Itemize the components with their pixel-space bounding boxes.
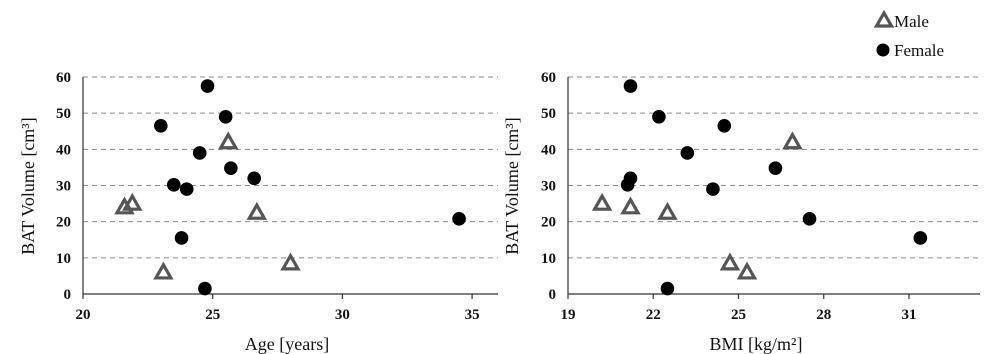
data-point-female xyxy=(717,119,732,133)
x-tick-label: 20 xyxy=(76,307,91,323)
y-tick-label: 20 xyxy=(541,215,556,231)
data-point-female xyxy=(768,161,783,175)
x-tick-label: 35 xyxy=(465,307,480,323)
data-point-male xyxy=(122,192,143,211)
y-tick-label: 10 xyxy=(56,251,71,267)
data-point-male xyxy=(620,196,641,215)
x-axis-label: BMI [kg/m²] xyxy=(710,334,803,354)
y-tick-label: 40 xyxy=(56,142,71,158)
legend-marker-male xyxy=(873,9,895,28)
legend: Male Female xyxy=(873,9,944,60)
y-tick-label: 30 xyxy=(56,179,71,195)
data-point-female xyxy=(198,281,212,296)
y-tick-label: 50 xyxy=(541,106,556,122)
data-point-male xyxy=(719,252,741,271)
data-point-female xyxy=(192,146,207,160)
y-tick-labels: 0 10 20 30 40 50 60 xyxy=(541,70,556,303)
y-tick-label: 10 xyxy=(541,251,556,267)
x-tick-labels: 19 22 25 28 31 xyxy=(561,307,917,323)
data-point-male xyxy=(736,261,758,280)
data-points xyxy=(114,79,466,296)
y-tick-label: 20 xyxy=(56,215,71,231)
data-point-male xyxy=(246,201,268,220)
x-tick-labels: 20 25 30 35 xyxy=(76,307,480,323)
data-point-male xyxy=(657,201,678,220)
data-point-female xyxy=(174,231,189,245)
data-point-female xyxy=(623,79,638,93)
data-point-male xyxy=(153,261,174,280)
x-tick-label: 25 xyxy=(731,307,746,323)
x-tick-label: 19 xyxy=(561,307,576,323)
data-point-female xyxy=(247,171,261,186)
data-point-female xyxy=(166,177,181,192)
data-points xyxy=(591,79,928,296)
data-point-female xyxy=(652,109,666,124)
axes xyxy=(82,77,498,299)
data-point-female xyxy=(706,182,720,196)
data-point-female xyxy=(680,146,695,160)
data-point-female xyxy=(200,79,215,93)
data-point-female xyxy=(660,281,675,296)
y-axis-label: BAT Volume [cm³] xyxy=(18,117,38,254)
x-tick-label: 31 xyxy=(901,307,916,323)
data-point-male xyxy=(280,252,301,271)
chart-bmi: 0 10 20 30 40 50 60 19 22 25 28 31 BMI [kg/m²] BAT… xyxy=(502,70,980,354)
data-point-female xyxy=(179,182,194,196)
legend-item-female: Female xyxy=(876,41,944,60)
data-point-female xyxy=(913,231,928,245)
y-tick-label: 0 xyxy=(549,287,557,303)
chart-age: 0 10 20 30 40 50 60 20 25 30 35 Age [years] BAT V… xyxy=(18,70,498,354)
y-axis-label: BAT Volume [cm³] xyxy=(502,117,522,254)
y-tick-label: 0 xyxy=(64,287,72,303)
x-tick-label: 30 xyxy=(335,307,350,323)
legend-marker-female xyxy=(876,43,890,57)
legend-label-male: Male xyxy=(894,12,929,31)
y-tick-label: 30 xyxy=(541,179,556,195)
legend-item-male: Male xyxy=(873,9,929,31)
y-tick-label: 60 xyxy=(56,70,71,86)
gridlines xyxy=(83,76,498,259)
x-tick-label: 28 xyxy=(816,307,831,323)
x-tick-label: 22 xyxy=(646,307,661,323)
gridlines xyxy=(568,76,980,259)
y-tick-label: 50 xyxy=(56,106,71,122)
y-tick-label: 40 xyxy=(541,142,556,158)
data-point-male xyxy=(217,131,239,150)
data-point-female xyxy=(218,109,233,124)
x-axis-label: Age [years] xyxy=(245,334,329,354)
data-point-female xyxy=(452,211,466,226)
data-point-male xyxy=(782,131,803,150)
data-point-male xyxy=(591,192,613,211)
data-point-female xyxy=(802,211,817,226)
x-tick-label: 25 xyxy=(205,307,220,323)
legend-label-female: Female xyxy=(894,41,944,60)
y-tick-label: 60 xyxy=(541,70,556,86)
data-point-female xyxy=(623,171,638,186)
axes xyxy=(567,77,980,299)
y-tick-labels: 0 10 20 30 40 50 60 xyxy=(56,70,71,303)
data-point-female xyxy=(224,161,238,175)
data-point-female xyxy=(154,119,168,133)
